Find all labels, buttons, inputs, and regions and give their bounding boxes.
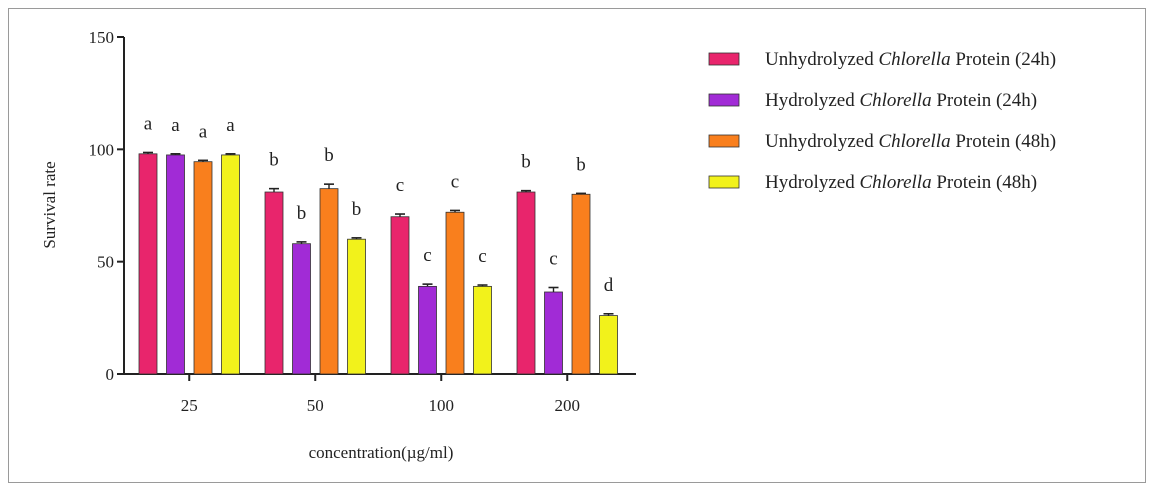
bar bbox=[319, 188, 339, 375]
bar bbox=[544, 291, 563, 375]
significance-letter: d bbox=[604, 275, 614, 296]
significance-letter: c bbox=[396, 175, 404, 196]
x-tick-label: 25 bbox=[181, 396, 198, 415]
bar bbox=[138, 153, 158, 375]
bar bbox=[571, 193, 591, 375]
significance-letter: a bbox=[199, 121, 208, 142]
y-tick-label: 50 bbox=[97, 253, 114, 272]
bar bbox=[516, 191, 536, 375]
legend: Unhydrolyzed Chlorella Protein (24h) Hydr… bbox=[708, 49, 1056, 193]
bar bbox=[193, 161, 213, 375]
legend-entry: Hydrolyzed Chlorella Protein (24h) bbox=[765, 90, 1037, 111]
significance-letter: b bbox=[324, 145, 334, 166]
x-tick-label: 100 bbox=[429, 396, 455, 415]
bar bbox=[473, 285, 492, 375]
significance-letter: a bbox=[171, 115, 180, 136]
bar bbox=[390, 216, 410, 375]
bar bbox=[347, 238, 366, 375]
significance-letter: b bbox=[269, 150, 279, 171]
y-tick-label: 0 bbox=[106, 365, 115, 384]
significance-letter: a bbox=[226, 115, 235, 136]
legend-entry: Unhydrolyzed Chlorella Protein (24h) bbox=[765, 49, 1056, 70]
legend-swatch bbox=[708, 52, 740, 66]
y-axis-label: Survival rate bbox=[40, 161, 59, 248]
legend-swatch bbox=[708, 93, 740, 107]
significance-letter: c bbox=[549, 249, 557, 270]
legend-swatch bbox=[708, 134, 740, 148]
x-axis-label: concentration(µg/ml) bbox=[309, 443, 454, 462]
y-tick-label: 100 bbox=[89, 140, 115, 159]
significance-letter: c bbox=[423, 245, 431, 266]
significance-letter: b bbox=[576, 154, 586, 175]
significance-letter: b bbox=[521, 152, 531, 173]
bar bbox=[264, 191, 284, 375]
significance-letter: c bbox=[451, 171, 459, 192]
y-axis: 0 50 100 150 bbox=[89, 28, 125, 384]
bar bbox=[599, 315, 618, 375]
x-axis: 25 50 100 200 bbox=[124, 373, 636, 415]
x-tick-label: 200 bbox=[555, 396, 581, 415]
significance-letter: b bbox=[297, 203, 307, 224]
bar bbox=[221, 154, 240, 375]
legend-entry: Hydrolyzed Chlorella Protein (48h) bbox=[765, 172, 1037, 193]
bar bbox=[445, 211, 465, 375]
significance-letter: b bbox=[352, 199, 362, 220]
significance-letter: c bbox=[478, 246, 486, 267]
x-tick-label: 50 bbox=[307, 396, 324, 415]
bar bbox=[166, 154, 185, 375]
bar bbox=[292, 243, 311, 375]
legend-entry: Unhydrolyzed Chlorella Protein (48h) bbox=[765, 131, 1056, 152]
legend-swatch bbox=[708, 175, 740, 189]
y-tick-label: 150 bbox=[89, 28, 115, 47]
bar bbox=[418, 285, 437, 375]
significance-letter: a bbox=[144, 113, 153, 134]
